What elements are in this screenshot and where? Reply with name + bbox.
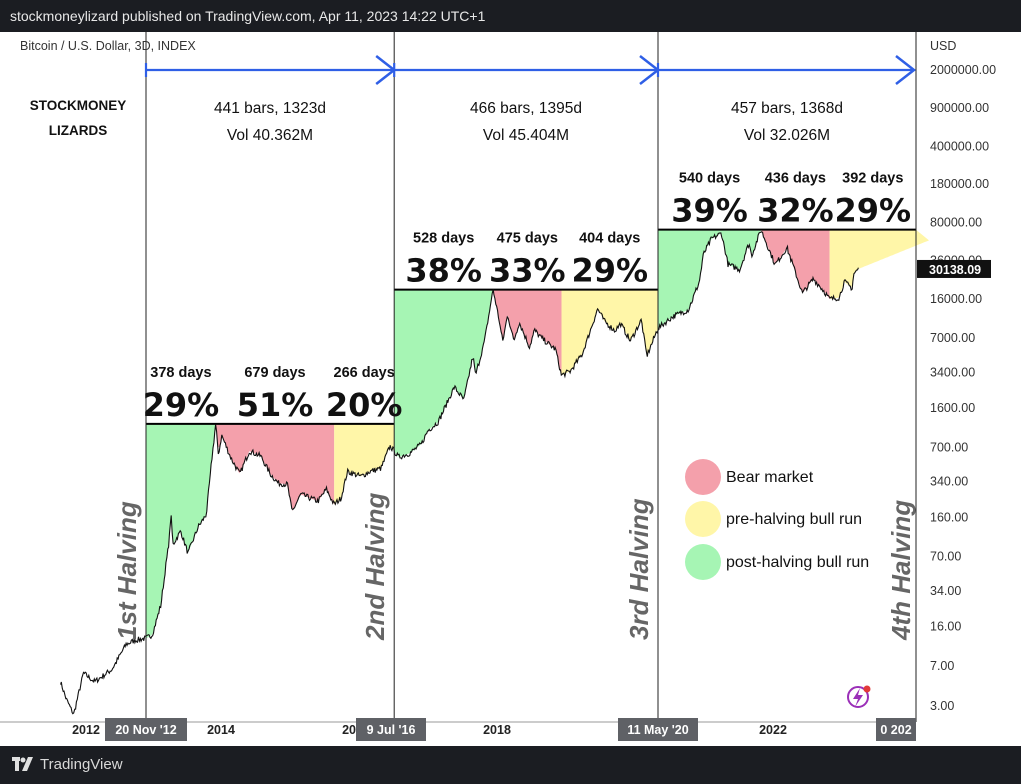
cycle-1-pre-halving-pct: 20% bbox=[326, 386, 403, 424]
price-tick-10: 1600.00 bbox=[930, 401, 975, 415]
cycle-2-bear-region bbox=[493, 289, 562, 376]
legend-1-label: Bear market bbox=[726, 469, 814, 486]
cycle-3-pre-halving-region bbox=[829, 229, 929, 299]
price-tick-12: 340.00 bbox=[930, 475, 968, 489]
cycle-2-pre-halving-days: 404 days bbox=[579, 231, 640, 247]
price-tick-8: 7000.00 bbox=[930, 331, 975, 345]
publish-title: stockmoneylizard published on TradingVie… bbox=[10, 8, 486, 24]
btc-halving-chart[interactable]: 441 bars, 1323d Vol 40.362M 378 days 29% 679… bbox=[0, 32, 1021, 746]
halving-date-label-1: 20 Nov '12 bbox=[115, 723, 176, 737]
tradingview-footer: TradingView bbox=[0, 746, 1021, 784]
year-tick-2012: 2012 bbox=[72, 723, 100, 737]
cycle-2-bars-label: 466 bars, 1395d bbox=[470, 100, 582, 117]
halving-date-box-2 bbox=[356, 718, 426, 741]
legend-3-swatch bbox=[685, 544, 721, 580]
cycle-1-pre-halving-region bbox=[334, 423, 395, 505]
halving-date-label-4: 0 202 bbox=[880, 723, 911, 737]
tradingview-logo-icon bbox=[12, 757, 33, 771]
cycle-3-vol-label: Vol 32.026M bbox=[744, 127, 830, 144]
cycle-3-bear-pct: 32% bbox=[757, 192, 834, 230]
price-tick-7: 16000.00 bbox=[930, 292, 982, 306]
cycle-2-pre-halving-region bbox=[561, 289, 658, 376]
btc-price-line bbox=[60, 231, 859, 715]
cycle-3-bear-days: 436 days bbox=[765, 171, 826, 187]
legend-2-label: pre-halving bull run bbox=[726, 511, 862, 528]
legend-2-swatch bbox=[685, 501, 721, 537]
price-tick-5: 80000.00 bbox=[930, 216, 982, 230]
cycle-3-arrow-head bbox=[895, 55, 917, 85]
price-tick-3: 400000.00 bbox=[930, 139, 989, 153]
cycle-1-pre-halving-days: 266 days bbox=[334, 365, 395, 381]
price-tick-2: 900000.00 bbox=[930, 101, 989, 115]
cycle-1-bars-label: 441 bars, 1323d bbox=[214, 100, 326, 117]
halving-date-box-1 bbox=[105, 718, 187, 741]
legend-1-swatch bbox=[685, 459, 721, 495]
year-tick-2014: 2014 bbox=[207, 723, 235, 737]
price-tick-9: 3400.00 bbox=[930, 365, 975, 379]
halving-1-label: 1st Halving bbox=[112, 501, 142, 640]
brand-label-line1: STOCKMONEY bbox=[30, 98, 127, 113]
lightning-icon[interactable] bbox=[847, 685, 871, 708]
cycle-2-post-halving-pct: 38% bbox=[405, 252, 482, 290]
price-tick-17: 7.00 bbox=[930, 659, 954, 673]
cycle-1-bear-region bbox=[215, 423, 335, 511]
publish-header: stockmoneylizard published on TradingVie… bbox=[0, 0, 1021, 32]
current-price-label: 30138.09 bbox=[929, 263, 981, 277]
halving-4-label: 4th Halving bbox=[886, 500, 916, 641]
cycle-1-post-halving-pct: 29% bbox=[143, 386, 220, 424]
cycle-3-post-halving-pct: 39% bbox=[671, 192, 748, 230]
cycle-2-post-halving-days: 528 days bbox=[413, 231, 474, 247]
cycle-2-bear-pct: 33% bbox=[489, 252, 566, 290]
cycle-1-bear-days: 679 days bbox=[244, 365, 305, 381]
price-tick-13: 160.00 bbox=[930, 510, 968, 524]
halving-date-label-3: 11 May '20 bbox=[627, 723, 688, 737]
halving-date-box-3 bbox=[618, 718, 698, 741]
halving-2-label: 2nd Halving bbox=[360, 493, 390, 641]
cycle-3-pre-halving-pct: 29% bbox=[835, 192, 912, 230]
halving-3-label: 3rd Halving bbox=[624, 498, 654, 640]
cycle-2-vol-label: Vol 45.404M bbox=[483, 127, 569, 144]
tradingview-brand: TradingView bbox=[40, 756, 123, 773]
symbol-label: Bitcoin / U.S. Dollar, 3D, INDEX bbox=[20, 39, 196, 53]
currency-label: USD bbox=[930, 39, 956, 53]
price-tick-11: 700.00 bbox=[930, 440, 968, 454]
price-tick-1: 2000000.00 bbox=[930, 63, 996, 77]
cycle-3-post-halving-region bbox=[658, 229, 762, 329]
legend-3-label: post-halving bull run bbox=[726, 554, 869, 571]
cycle-3-bars-label: 457 bars, 1368d bbox=[731, 100, 843, 117]
halving-date-label-2: 9 Jul '16 bbox=[367, 723, 416, 737]
year-tick-2018: 2018 bbox=[483, 723, 511, 737]
cycle-3-pre-halving-days: 392 days bbox=[842, 171, 903, 187]
cycle-2-post-halving-region bbox=[394, 289, 494, 457]
cycle-2-bear-days: 475 days bbox=[497, 231, 558, 247]
current-price-badge bbox=[917, 259, 991, 278]
cycle-1-post-halving-days: 378 days bbox=[150, 365, 211, 381]
cycle-3-post-halving-days: 540 days bbox=[679, 171, 740, 187]
chart-background bbox=[0, 32, 1021, 746]
halving-date-box-4 bbox=[876, 718, 916, 741]
price-tick-14: 70.00 bbox=[930, 550, 961, 564]
cycle-1-vol-label: Vol 40.362M bbox=[227, 127, 313, 144]
price-tick-16: 16.00 bbox=[930, 620, 961, 634]
cycle-3-bear-region bbox=[761, 229, 830, 299]
year-tick-2022: 2022 bbox=[759, 723, 787, 737]
price-tick-4: 180000.00 bbox=[930, 177, 989, 191]
cycle-2-pre-halving-pct: 29% bbox=[571, 252, 648, 290]
brand-label-line2: LIZARDS bbox=[49, 123, 108, 138]
price-tick-15: 34.00 bbox=[930, 584, 961, 598]
cycle-1-bear-pct: 51% bbox=[237, 386, 314, 424]
price-tick-18: 3.00 bbox=[930, 699, 954, 713]
